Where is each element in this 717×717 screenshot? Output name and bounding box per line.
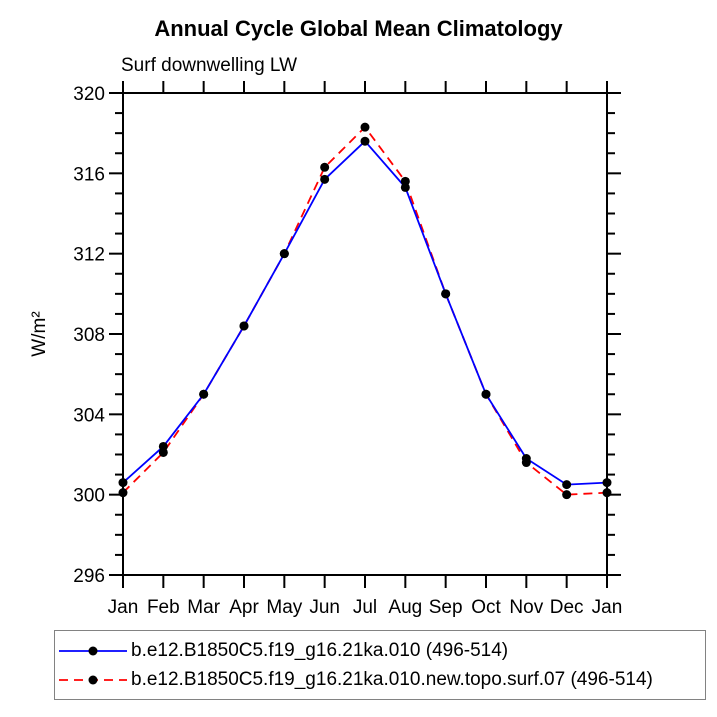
series-line-1	[122, 125, 608, 496]
x-tick-label: Oct	[471, 597, 501, 618]
legend-item-1: b.e12.B1850C5.f19_g16.21ka.010.new.topo.…	[55, 665, 705, 694]
data-point-marker-s0	[441, 289, 451, 299]
y-tick-label: 312	[73, 245, 105, 266]
y-tick-label: 320	[73, 84, 105, 105]
legend-marker-dot	[88, 675, 98, 684]
data-point-marker-s0	[562, 480, 572, 490]
x-tick-label: Dec	[550, 597, 584, 618]
data-point-marker-s0	[158, 441, 168, 451]
data-point-marker-s0	[199, 389, 209, 399]
x-tick-label: Jul	[353, 597, 377, 618]
legend-sample	[59, 675, 127, 684]
y-tick-label: 308	[73, 325, 105, 346]
y-tick-label: 300	[73, 486, 105, 507]
y-tick-label: 304	[73, 405, 105, 426]
legend-label: b.e12.B1850C5.f19_g16.21ka.010 (496-514)	[131, 639, 509, 661]
data-point-marker-s0	[602, 478, 612, 488]
legend-label: b.e12.B1850C5.f19_g16.21ka.010.new.topo.…	[131, 668, 653, 690]
x-tick-label: May	[266, 597, 302, 618]
data-point-marker-s0	[118, 478, 128, 488]
data-point-marker-s0	[239, 321, 249, 331]
series-line-0	[122, 139, 608, 486]
data-point-marker-s0	[521, 454, 531, 464]
x-tick-label: Jun	[309, 597, 340, 618]
legend-sample	[59, 646, 127, 655]
x-tick-label: Nov	[509, 597, 543, 618]
data-point-marker-s1	[562, 490, 572, 500]
data-point-marker-s1	[360, 122, 370, 132]
x-tick-label: Jan	[108, 597, 139, 618]
chart-title: Annual Cycle Global Mean Climatology	[154, 16, 563, 41]
data-point-marker-s0	[481, 389, 491, 399]
y-tick-label: 316	[73, 164, 105, 185]
data-point-marker-s0	[279, 249, 289, 259]
x-tick-label: Aug	[388, 597, 422, 618]
legend: b.e12.B1850C5.f19_g16.21ka.010 (496-514)…	[54, 630, 706, 700]
data-point-marker-s0	[320, 174, 330, 184]
data-point-marker-s0	[360, 136, 370, 146]
legend-marker-dot	[88, 646, 98, 655]
data-point-marker-s1	[602, 488, 612, 498]
x-tick-label: Mar	[187, 597, 220, 618]
data-point-marker-s1	[320, 162, 330, 172]
data-point-marker-s1	[118, 488, 128, 498]
x-tick-label: Apr	[229, 597, 259, 618]
y-tick-label: 296	[73, 566, 105, 587]
x-tick-label: Jan	[592, 597, 623, 618]
x-tick-label: Feb	[147, 597, 180, 618]
chart-subtitle: Surf downwelling LW	[121, 55, 298, 76]
x-tick-label: Sep	[429, 597, 463, 618]
data-point-marker-s0	[400, 182, 410, 192]
plot-box	[122, 92, 608, 576]
legend-item-0: b.e12.B1850C5.f19_g16.21ka.010 (496-514)	[55, 636, 705, 665]
